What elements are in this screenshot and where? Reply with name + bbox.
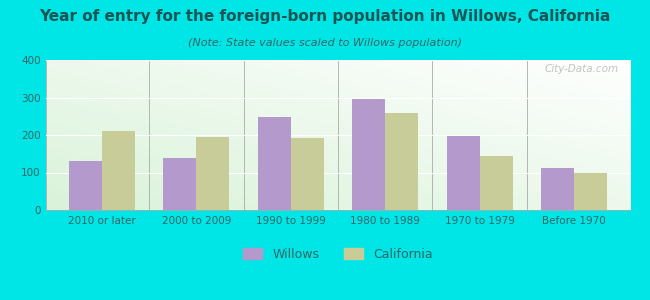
Legend: Willows, California: Willows, California: [237, 241, 439, 267]
Bar: [69, 161, 102, 210]
Bar: [163, 158, 196, 210]
Text: City-Data.com: City-Data.com: [545, 64, 619, 74]
Bar: [541, 168, 574, 210]
Bar: [196, 136, 229, 210]
Bar: [258, 117, 291, 210]
Text: Year of entry for the foreign-born population in Willows, California: Year of entry for the foreign-born popul…: [39, 9, 611, 24]
Bar: [574, 173, 607, 210]
Bar: [102, 130, 135, 210]
Text: (Note: State values scaled to Willows population): (Note: State values scaled to Willows po…: [188, 38, 462, 47]
Bar: [447, 136, 480, 210]
Bar: [352, 99, 385, 210]
Bar: [385, 113, 418, 210]
Bar: [291, 138, 324, 210]
Bar: [480, 156, 513, 210]
